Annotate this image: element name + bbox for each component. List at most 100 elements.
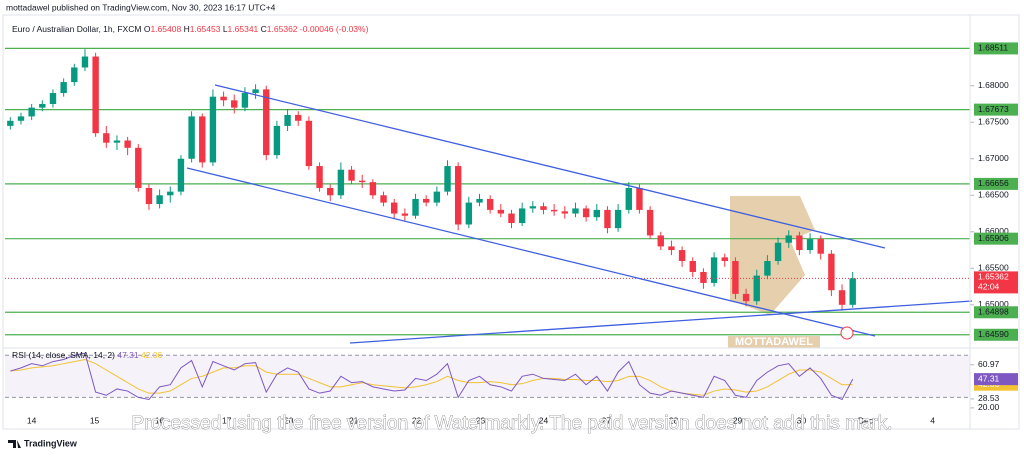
candle-body [167,191,174,196]
candle-body [273,125,281,156]
candle-body [348,169,355,181]
candle-body [657,235,664,247]
level-label-box [974,306,1018,319]
x-tick-label: 22 [412,415,422,425]
candle-body [572,208,579,214]
candle-body [17,116,25,121]
level-label-box [974,42,1018,55]
ohlc-label: L [223,24,228,34]
level-label-box [974,328,1018,341]
candle-body [71,67,78,83]
y-tick-label: 1.66000 [978,226,1009,236]
candle-body [486,198,494,210]
candle-body [678,250,686,262]
x-tick-label: 29 [733,415,743,425]
candle-body [582,208,590,218]
candle-body [284,114,291,126]
logo-text: MOTTADAWEL [735,336,813,348]
level-label: 1.66656 [978,178,1009,188]
candle-body [764,261,771,276]
channel-upper [214,84,886,249]
rsi-value: 47.31 [117,350,139,360]
candle-body [49,93,57,104]
candle-body [476,198,483,203]
candle-body [529,206,537,209]
ohlc-value: 1.65362 [267,24,298,34]
candle-body [636,187,643,210]
y-tick-label: 1.68000 [978,80,1009,90]
candle-body [753,275,760,302]
candle-body [732,261,739,294]
candle-body [540,206,547,210]
candle-body [337,169,345,196]
symbol-legend: Euro / Australian Dollar, 1h, FXCM O1.65… [12,24,369,34]
countdown: 42:04 [978,282,1000,292]
level-label-box [974,177,1018,190]
level-label-box [974,103,1018,116]
candle-body [796,235,803,251]
last-price-box [974,271,1018,294]
rsi-tick-label: 20.00 [978,402,1000,412]
watermark-text: Processed using the free version of Wate… [131,413,892,434]
brand-logo [8,440,21,448]
candle-body [465,202,473,225]
y-tick-label: 1.66500 [978,190,1009,200]
rsi-tick-label: 28.53 [978,393,1000,403]
candle-body [401,213,409,216]
x-tick-label: 21 [349,415,359,425]
rsi-tick-label: 60.97 [978,359,1000,369]
candle-body [497,209,505,214]
candle-body [561,211,569,214]
candle-body [444,166,451,192]
candle-body [177,158,185,192]
candle-body [295,114,302,121]
candle-body [518,208,526,224]
level-label-box [974,232,1018,245]
x-tick-label: 14 [27,415,37,425]
x-tick-label: 28 [669,415,679,425]
channel-lower [186,167,876,337]
candle-body [60,82,67,94]
ohlc-value: 1.65453 [190,24,221,34]
candle-body [454,166,462,225]
level-label: 1.67673 [978,104,1009,114]
candle-body [806,239,814,251]
level-label: 1.65906 [978,233,1009,243]
y-tick-label: 1.67000 [978,153,1009,163]
candle-body [305,120,313,167]
candle-body [721,257,728,262]
rsi-ma-value: 42.06 [141,350,163,360]
candle-body [668,246,675,251]
candle-body [774,242,782,262]
candle-body [369,182,377,196]
symbol: Euro / Australian Dollar, 1h, FXCM [12,24,141,34]
candle-body [593,209,600,218]
candle-body [7,120,14,126]
x-tick-label: 17 [222,415,232,425]
x-tick-label: 24 [539,415,549,425]
x-tick-label: 30 [797,415,807,425]
candle-body [508,213,515,224]
rsi-value-box [974,373,1018,386]
candle-body [710,257,718,283]
candle-body [220,96,227,101]
x-tick-label: 27 [602,415,612,425]
candle-body [422,198,430,203]
x-tick-label: 23 [476,415,486,425]
y-tick-label: 1.65500 [978,263,1009,273]
ohlc-label: C [261,24,267,34]
candle-body [156,195,163,205]
level-label: 1.64590 [978,329,1009,339]
x-tick-label: Dec [858,415,874,425]
y-tick-label: 1.67500 [978,116,1009,126]
candle-body [625,187,632,210]
candle-body [391,202,398,214]
x-tick-label: 20 [284,415,294,425]
candle-body [231,100,238,108]
x-tick-label: 4 [930,415,935,425]
y-tick-label: 1.65000 [978,299,1009,309]
candle-body [689,261,696,272]
candle-body [817,239,824,254]
alert-icon [840,326,854,340]
